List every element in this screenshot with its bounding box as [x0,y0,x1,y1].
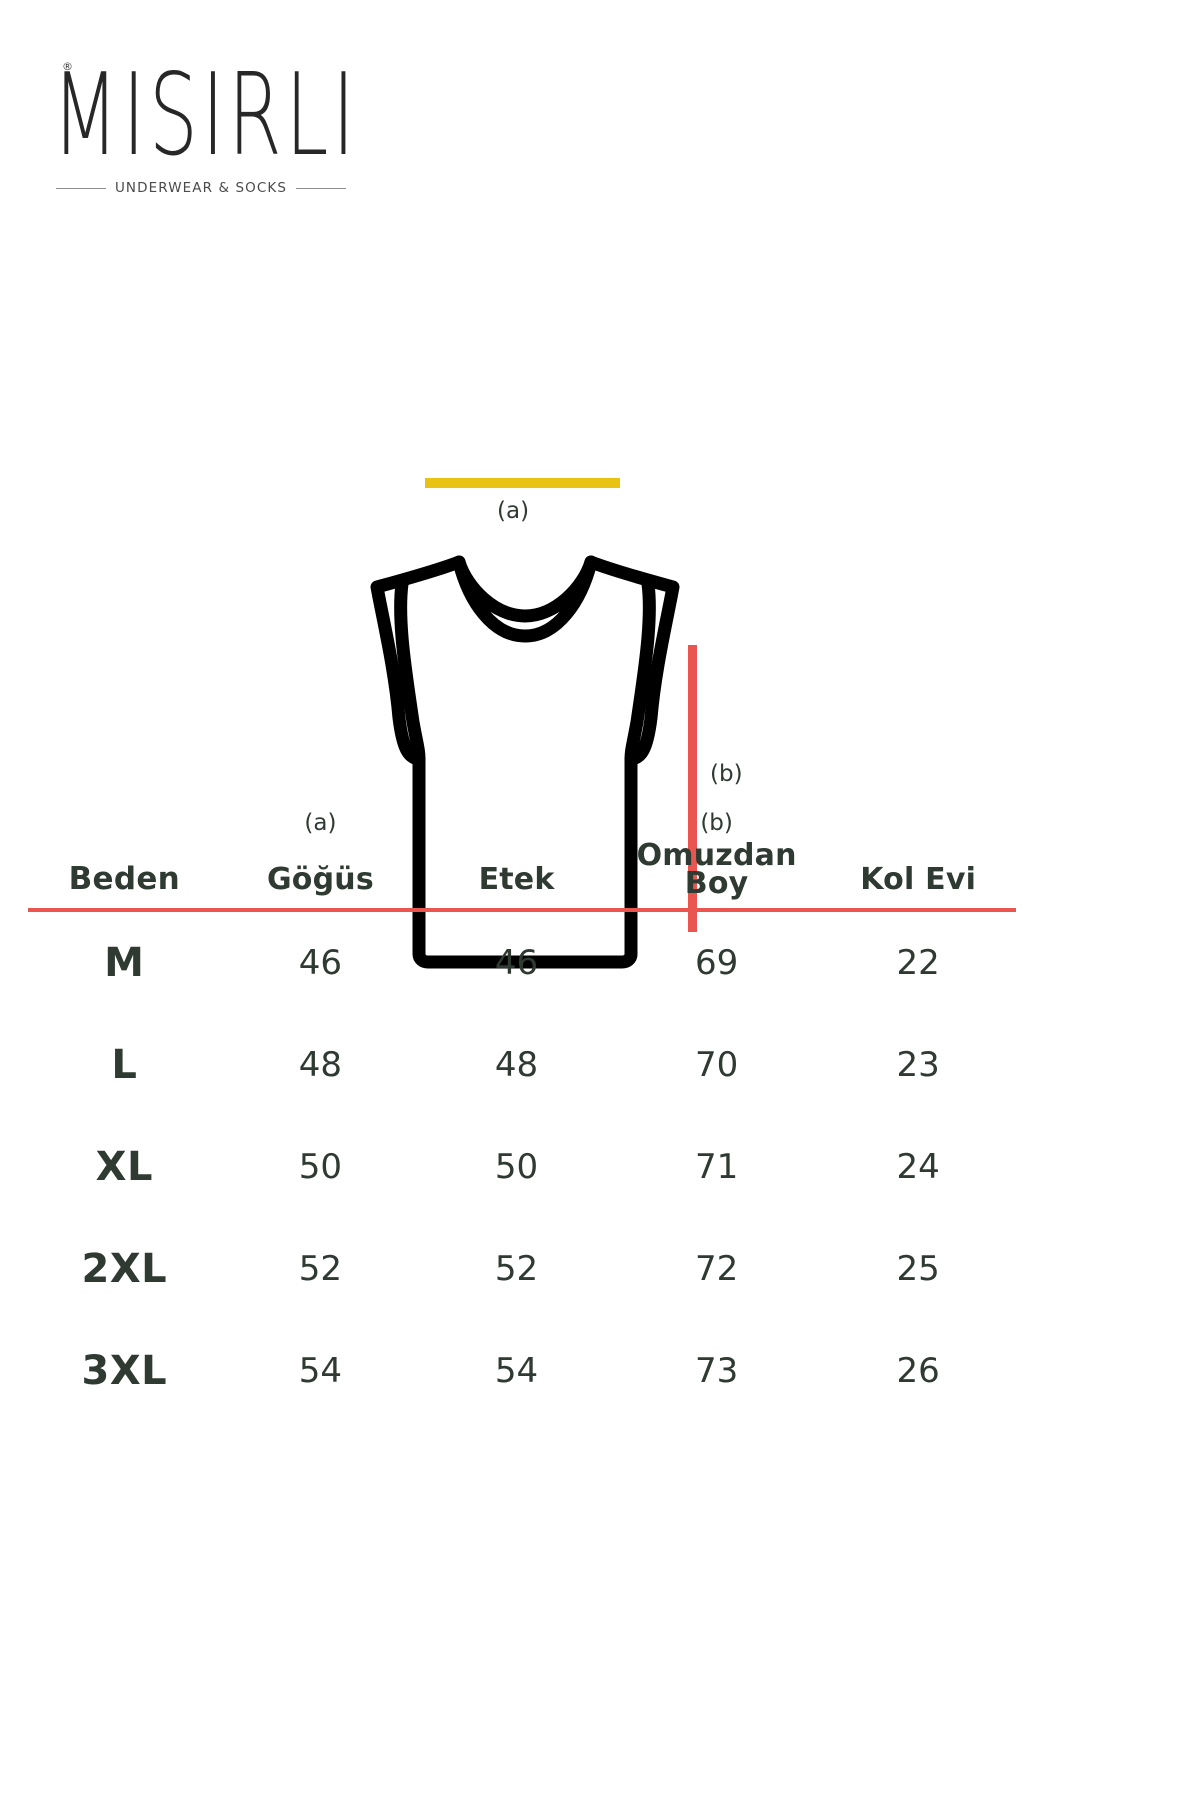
cell-length: 70 [694,1045,739,1086]
header-rule-cell [28,907,1016,912]
cell-armhole: 23 [896,1045,940,1086]
header-row: Beden Göğüs Etek Omuzdan Boy Kol Evi [28,838,1016,907]
cell-length: 69 [694,943,739,984]
brand-logo: MISIRLI ® UNDERWEAR & SOCKS [52,58,355,196]
cell-size: 2XL [81,1246,168,1293]
header-rule-row [28,907,1016,912]
table-head: (a) (b) Beden Göğüs Etek Omuzdan Boy Kol… [28,800,1016,912]
measure-b-bar [688,645,697,932]
registered-trademark-icon: ® [62,60,73,73]
table-row: 2XL 52 52 72 25 [28,1218,1016,1320]
column-header-size: Beden [68,861,181,898]
table-body: M 46 46 69 22 L 48 48 70 23 XL 50 50 71 … [28,912,1016,1422]
brand-wordmark: MISIRLI [52,48,359,181]
garment-illustration: (a) (b) [0,230,1040,969]
tagline-rule-left [56,187,106,189]
cell-hem: 50 [494,1147,539,1188]
table-row: 3XL 54 54 73 26 [28,1320,1016,1422]
cell-armhole: 22 [896,943,940,984]
size-chart-table: (a) (b) Beden Göğüs Etek Omuzdan Boy Kol… [28,800,1016,1422]
cell-armhole: 24 [896,1147,940,1188]
marker-cell-length: (b) [700,810,733,836]
table-row: XL 50 50 71 24 [28,1116,1016,1218]
cell-chest: 54 [298,1351,343,1392]
cell-hem: 52 [494,1249,539,1290]
column-header-arm: Kol Evi [860,862,977,898]
cell-size: L [111,1042,138,1089]
table-row: L 48 48 70 23 [28,1014,1016,1116]
cell-chest: 50 [298,1147,343,1188]
cell-chest: 48 [298,1045,343,1086]
cell-length: 72 [694,1249,739,1290]
cell-length: 71 [694,1147,739,1188]
table-row: M 46 46 69 22 [28,912,1016,1014]
cell-length: 73 [694,1351,739,1392]
brand-tagline-row: UNDERWEAR & SOCKS [56,180,346,196]
brand-tagline: UNDERWEAR & SOCKS [114,180,288,196]
tagline-rule-right [296,187,346,189]
cell-hem: 48 [494,1045,539,1086]
column-header-chest: Göğüs [266,862,374,898]
marker-cell-hem [420,800,613,842]
cell-hem: 46 [494,943,539,984]
marker-cell-size [28,800,221,842]
cell-armhole: 26 [896,1351,940,1392]
column-header-length: Omuzdan Boy [636,838,797,901]
cell-size: XL [95,1144,153,1191]
cell-chest: 52 [298,1249,343,1290]
measure-b-label: (b) [710,761,743,787]
measure-a-label: (a) [497,498,530,524]
cell-size: 3XL [81,1348,168,1395]
column-header-hem: Etek [478,862,555,898]
measure-a-bar [425,478,620,488]
cell-armhole: 25 [896,1249,940,1290]
cell-hem: 54 [494,1351,539,1392]
cell-size: M [104,940,145,987]
marker-cell-chest: (a) [304,810,337,836]
marker-row: (a) (b) [28,800,1016,842]
header-red-rule [28,907,1016,912]
cell-chest: 46 [298,943,343,984]
tank-top-icon [370,555,680,969]
marker-cell-arm [820,800,1016,842]
